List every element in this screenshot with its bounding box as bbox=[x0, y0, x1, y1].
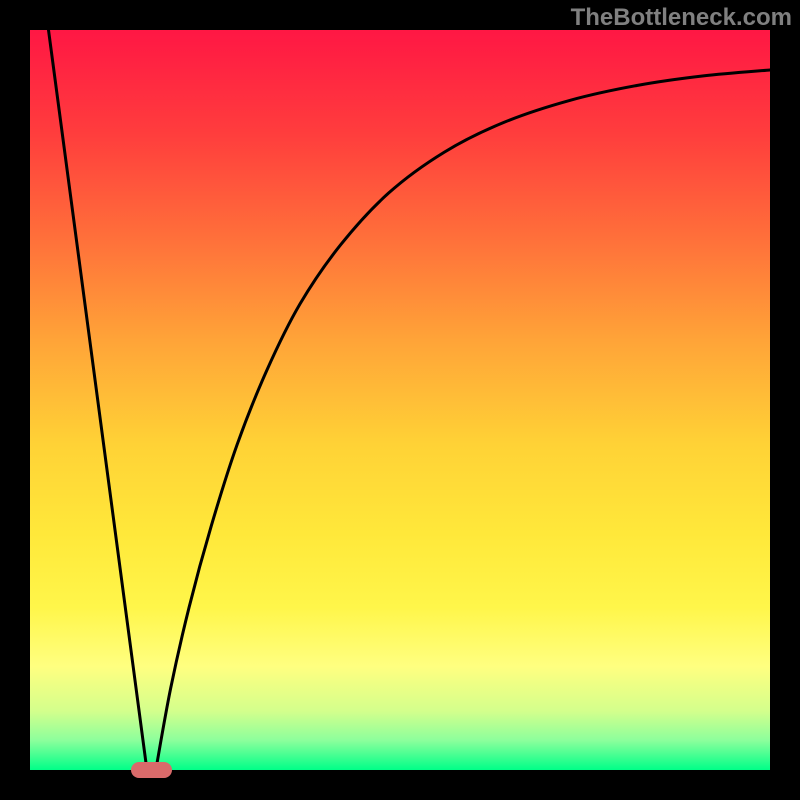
watermark-text: TheBottleneck.com bbox=[571, 4, 792, 32]
left-curve bbox=[49, 30, 147, 770]
minimum-marker bbox=[131, 762, 172, 778]
right-curve bbox=[156, 70, 770, 770]
chart-container: TheBottleneck.com bbox=[0, 0, 800, 800]
plot-area bbox=[30, 30, 770, 770]
curve-layer bbox=[30, 30, 770, 770]
